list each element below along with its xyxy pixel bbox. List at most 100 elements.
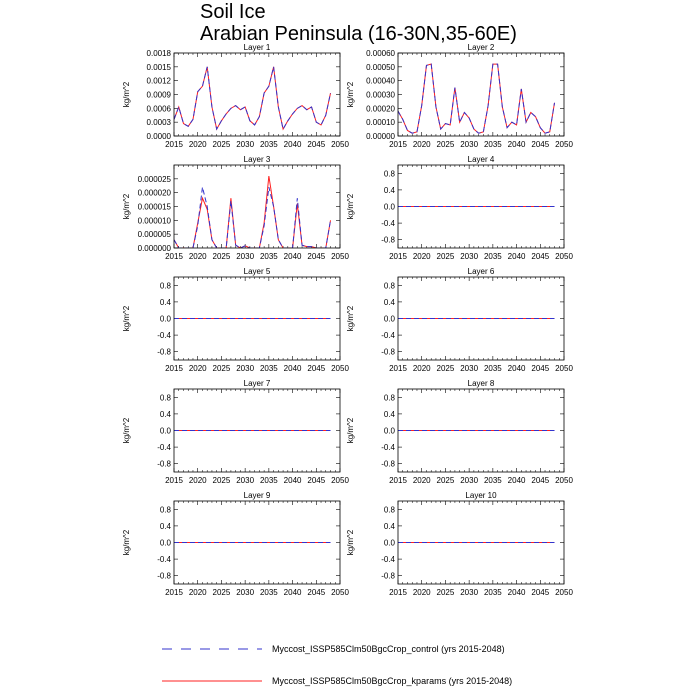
x-tick-label: 2030 — [460, 252, 478, 261]
x-tick-label: 2045 — [531, 364, 549, 373]
y-axis-label: kg/m^2 — [346, 417, 355, 443]
x-tick-label: 2020 — [189, 140, 207, 149]
figure-title: Soil Ice — [200, 1, 266, 23]
panel-frame — [173, 500, 341, 585]
panel-title: Layer 10 — [465, 491, 497, 500]
panel-layer-1: Layer 1 kg/m^2 2015 2020 2025 2030 2035 2040 204… — [122, 43, 349, 149]
legend-label-kparams: Myccost_ISSP585Clm50BgcCrop_kparams (yrs… — [272, 676, 512, 686]
x-tick-label: 2035 — [260, 588, 278, 597]
y-tick-label: 0.00010 — [366, 118, 395, 127]
x-tick-label: 2035 — [260, 476, 278, 485]
y-tick-label: -0.4 — [381, 443, 395, 452]
x-tick-label: 2035 — [260, 140, 278, 149]
y-tick-label: -0.8 — [381, 348, 395, 357]
y-tick-label: 0.4 — [384, 186, 396, 195]
y-tick-label: 0.4 — [160, 410, 172, 419]
y-tick-label: -0.8 — [157, 460, 171, 469]
x-tick-label: 2035 — [484, 364, 502, 373]
y-tick-label: 0.00040 — [366, 77, 395, 86]
y-tick-label: 0.0 — [160, 427, 172, 436]
series-line-control — [398, 63, 556, 134]
x-tick-label: 2035 — [484, 588, 502, 597]
panel-frame — [173, 388, 341, 473]
x-tick-label: 2045 — [531, 140, 549, 149]
y-tick-label: -0.4 — [157, 443, 171, 452]
x-tick-label: 2025 — [437, 364, 455, 373]
y-tick-label: 0.0000 — [147, 132, 172, 141]
series-line-kparams — [398, 63, 556, 134]
x-tick-label: 2030 — [236, 588, 254, 597]
x-tick-label: 2035 — [260, 252, 278, 261]
x-tick-label: 2045 — [531, 252, 549, 261]
x-tick-label: 2040 — [508, 588, 526, 597]
y-tick-label: -0.4 — [381, 331, 395, 340]
x-tick-label: 2040 — [284, 476, 302, 485]
y-tick-label: 0.00060 — [366, 49, 395, 58]
y-tick-label: 0.0015 — [147, 63, 172, 72]
x-tick-label: 2050 — [555, 140, 573, 149]
series-line-kparams — [174, 175, 332, 248]
panel-frame — [397, 276, 565, 361]
figure-subtitle: Arabian Peninsula (16-30N,35-60E) — [200, 23, 517, 45]
x-tick-label: 2020 — [189, 476, 207, 485]
x-tick-label: 2050 — [555, 252, 573, 261]
x-tick-label: 2050 — [555, 476, 573, 485]
y-tick-label: -0.4 — [157, 555, 171, 564]
y-tick-label: 0.000020 — [138, 189, 172, 198]
x-tick-label: 2040 — [284, 140, 302, 149]
y-tick-label: 0.8 — [384, 281, 396, 290]
legend: Myccost_ISSP585Clm50BgcCrop_control (yrs… — [162, 644, 512, 686]
x-tick-label: 2025 — [213, 252, 231, 261]
x-tick-label: 2040 — [284, 252, 302, 261]
x-tick-label: 2040 — [508, 364, 526, 373]
y-tick-label: 0.4 — [384, 410, 396, 419]
x-tick-label: 2025 — [213, 140, 231, 149]
y-tick-label: 0.0006 — [147, 104, 172, 113]
y-tick-label: -0.4 — [381, 219, 395, 228]
x-tick-label: 2030 — [460, 476, 478, 485]
x-tick-label: 2025 — [437, 140, 455, 149]
panel-title: Layer 6 — [468, 267, 495, 276]
y-tick-label: 0.000005 — [138, 230, 172, 239]
x-tick-label: 2040 — [284, 364, 302, 373]
panel-title: Layer 4 — [468, 155, 495, 164]
legend-label-control: Myccost_ISSP585Clm50BgcCrop_control (yrs… — [272, 644, 505, 654]
y-tick-label: 0.4 — [384, 298, 396, 307]
x-tick-label: 2020 — [189, 252, 207, 261]
y-tick-label: 0.000010 — [138, 216, 172, 225]
y-tick-label: 0.4 — [384, 522, 396, 531]
y-tick-label: 0.0 — [384, 203, 396, 212]
x-tick-label: 2015 — [389, 364, 407, 373]
x-tick-label: 2020 — [413, 252, 431, 261]
x-tick-label: 2020 — [413, 140, 431, 149]
x-tick-label: 2045 — [307, 588, 325, 597]
y-tick-label: 0.8 — [160, 505, 172, 514]
x-tick-label: 2020 — [413, 588, 431, 597]
x-tick-label: 2030 — [236, 364, 254, 373]
panel-title: Layer 7 — [244, 379, 271, 388]
x-tick-label: 2020 — [413, 476, 431, 485]
x-tick-label: 2040 — [508, 140, 526, 149]
y-tick-label: 0.8 — [160, 393, 172, 402]
panel-title: Layer 1 — [244, 43, 271, 52]
x-tick-label: 2030 — [236, 476, 254, 485]
x-tick-label: 2020 — [189, 364, 207, 373]
x-tick-label: 2020 — [189, 588, 207, 597]
x-tick-label: 2025 — [437, 476, 455, 485]
x-tick-label: 2025 — [213, 476, 231, 485]
x-tick-label: 2030 — [236, 252, 254, 261]
y-tick-label: -0.8 — [157, 348, 171, 357]
y-tick-label: 0.0 — [384, 539, 396, 548]
x-tick-label: 2025 — [213, 364, 231, 373]
panel-frame — [173, 276, 341, 361]
panels-grid: Layer 1 kg/m^2 2015 2020 2025 2030 2035 2040 204… — [122, 43, 573, 597]
y-tick-label: 0.00030 — [366, 91, 395, 100]
y-axis-label: kg/m^2 — [122, 305, 131, 331]
y-axis-label: kg/m^2 — [122, 529, 131, 555]
x-tick-label: 2025 — [437, 588, 455, 597]
series-line-kparams — [174, 66, 331, 131]
x-tick-label: 2030 — [460, 588, 478, 597]
x-tick-label: 2015 — [389, 140, 407, 149]
panel-title: Layer 9 — [244, 491, 271, 500]
